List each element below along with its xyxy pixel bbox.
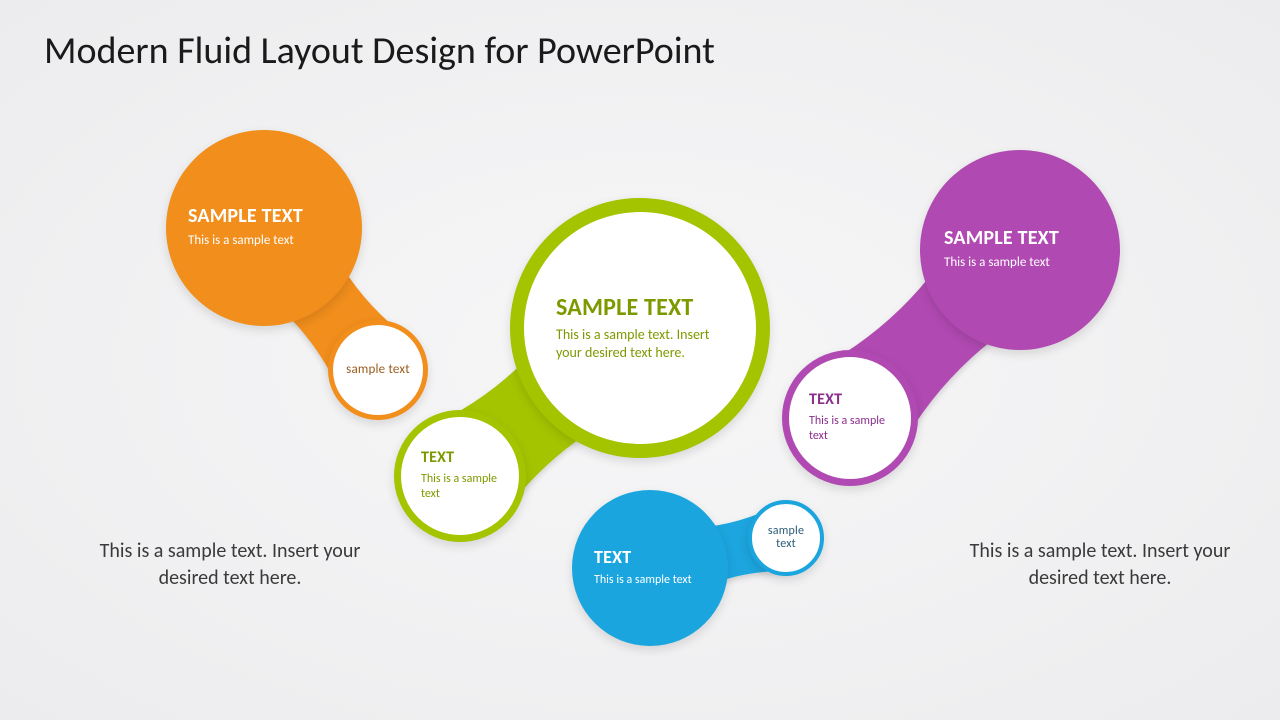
bubble-subtext: This is a sample text. Insert your desir…: [556, 326, 726, 361]
body-text-left: This is a sample text. Insert your desir…: [90, 538, 370, 592]
bubble-subtext: This is a sample text: [188, 233, 332, 249]
bubble-heading: sample text: [758, 525, 814, 550]
bubble-subtext: This is a sample text: [421, 472, 507, 502]
bubble-heading: SAMPLE TEXT: [188, 206, 332, 227]
bubble-blue-small: sample text: [748, 500, 824, 576]
bubble-purple-small: TEXT This is a sample text: [782, 350, 918, 486]
bubble-heading: TEXT: [421, 450, 507, 467]
bubble-heading: SAMPLE TEXT: [944, 228, 1092, 249]
bubble-purple-large: SAMPLE TEXT This is a sample text: [920, 150, 1120, 350]
bubble-subtext: This is a sample text: [809, 414, 897, 444]
bubble-heading: SAMPLE TEXT: [556, 295, 726, 320]
bubble-blue-large: TEXT This is a sample text: [572, 490, 728, 646]
bubble-heading: TEXT: [594, 548, 708, 567]
bubble-green-large: SAMPLE TEXT This is a sample text. Insert…: [510, 198, 770, 458]
body-text-right: This is a sample text. Insert your desir…: [960, 538, 1240, 592]
bubble-subtext: This is a sample text: [944, 255, 1092, 271]
bubble-green-small: TEXT This is a sample text: [394, 410, 526, 542]
bubble-heading: TEXT: [809, 392, 897, 409]
bubble-subtext: This is a sample text: [594, 573, 708, 588]
bubble-orange-small: sample text: [328, 320, 428, 420]
bubble-orange-large: SAMPLE TEXT This is a sample text: [166, 130, 362, 326]
diagram-canvas: SAMPLE TEXT This is a sample text sample t…: [0, 0, 1280, 720]
bubble-heading: sample text: [346, 363, 410, 377]
